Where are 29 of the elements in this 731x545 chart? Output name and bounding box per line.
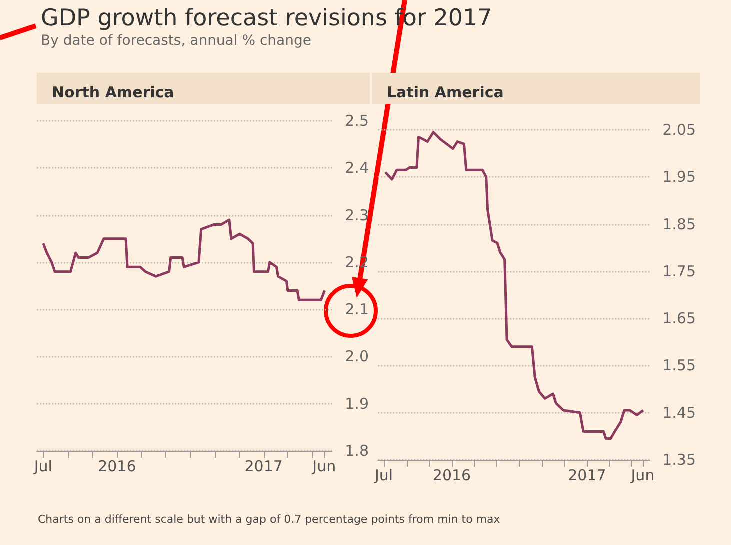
y-tick-label: 2.3 [345, 206, 369, 224]
y-tick-label: 1.8 [345, 442, 369, 460]
x-tick-label: 2016 [98, 458, 136, 476]
y-tick-label: 2.0 [345, 348, 369, 366]
y-tick-label: 1.55 [662, 356, 696, 375]
chart-title: North America [52, 84, 174, 102]
x-tick-label: Jun [312, 458, 336, 476]
line-series [42, 218, 326, 302]
y-tick-label: 2.5 [345, 112, 369, 130]
y-tick-label: 1.45 [662, 404, 696, 422]
x-tick-label: Jul [374, 466, 394, 484]
x-tick-label: Jun [630, 466, 655, 484]
y-tick-label: 1.65 [662, 310, 696, 328]
y-tick-label: 1.85 [662, 215, 696, 234]
y-tick-label: 1.35 [662, 451, 696, 469]
x-tick-label: Jul [33, 458, 52, 476]
y-tick-label: 2.4 [345, 159, 369, 178]
x-tick-label: 2017 [568, 466, 606, 484]
y-tick-label: 2.05 [662, 121, 696, 139]
x-tick-label: 2017 [244, 458, 283, 476]
y-tick-label: 1.95 [662, 168, 696, 186]
y-tick-label: 2.1 [345, 300, 369, 319]
text: By date of forecasts, annual % change [41, 33, 312, 49]
y-tick-label: 1.9 [345, 394, 369, 413]
line-series [384, 131, 645, 440]
y-tick-label: 1.75 [662, 262, 696, 280]
x-tick-label: 2016 [432, 466, 472, 484]
text: Charts on a different scale but with a gap of 0.7 percentage points from min to max [38, 513, 501, 526]
chart-title: Latin America [387, 84, 504, 102]
